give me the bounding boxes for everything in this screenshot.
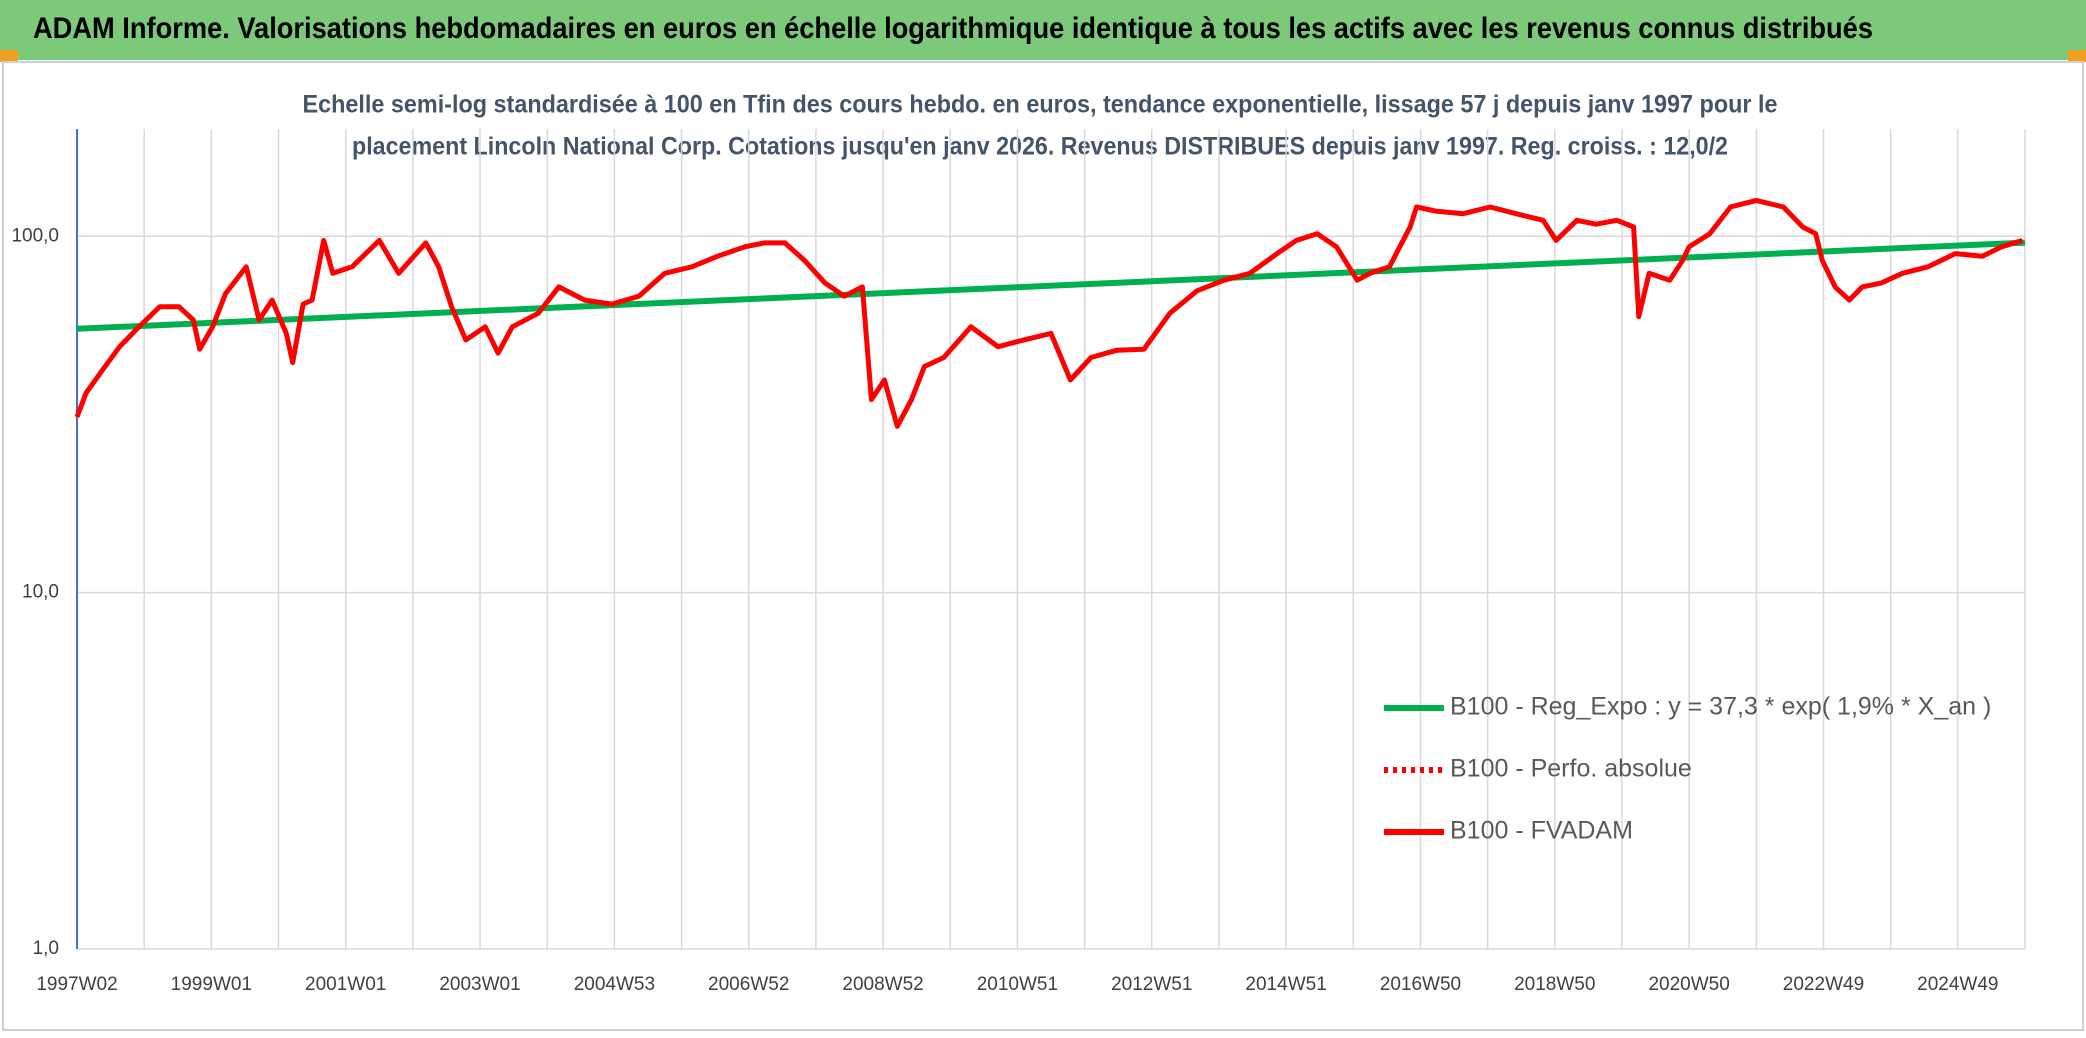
legend-label: B100 - Perfo. absolue [1450, 755, 1692, 783]
x-tick-label: 2010W51 [977, 974, 1058, 995]
header-bar [0, 0, 2086, 60]
corner-mark [2068, 50, 2086, 62]
y-tick-label: 100,0 [11, 225, 59, 246]
legend-label: B100 - Reg_Expo : y = 37,3 * exp( 1,9% *… [1450, 693, 1991, 721]
x-tick-label: 2012W51 [1111, 974, 1192, 995]
series-line [76, 239, 2026, 332]
x-tick-label: 2001W01 [305, 974, 386, 995]
x-tick-label: 2006W52 [708, 974, 789, 995]
chart-frame [2, 61, 2084, 1031]
x-tick-label: 1997W02 [36, 974, 117, 995]
x-tick-label: 2014W51 [1245, 974, 1326, 995]
header-title: ADAM Informe. Valorisations hebdomadaire… [33, 12, 1873, 45]
corner-mark [0, 50, 18, 62]
x-tick-label: 2004W53 [574, 974, 655, 995]
x-tick-label: 2022W49 [1783, 974, 1864, 995]
x-tick-label: 1999W01 [171, 974, 252, 995]
series-line [74, 197, 2024, 429]
chart-subtitle: placement Lincoln National Corp. Cotatio… [352, 133, 1728, 161]
x-tick-label: 2016W50 [1380, 974, 1461, 995]
y-tick-label: 1,0 [33, 938, 59, 959]
x-tick-label: 2008W52 [842, 974, 923, 995]
x-tick-label: 2003W01 [439, 974, 520, 995]
x-tick-label: 2024W49 [1917, 974, 1998, 995]
y-tick-label: 10,0 [22, 582, 59, 603]
legend-label: B100 - FVADAM [1450, 817, 1633, 845]
x-tick-label: 2020W50 [1648, 974, 1729, 995]
x-tick-label: 2018W50 [1514, 974, 1595, 995]
chart-subtitle: Echelle semi-log standardisée à 100 en T… [303, 91, 1778, 119]
